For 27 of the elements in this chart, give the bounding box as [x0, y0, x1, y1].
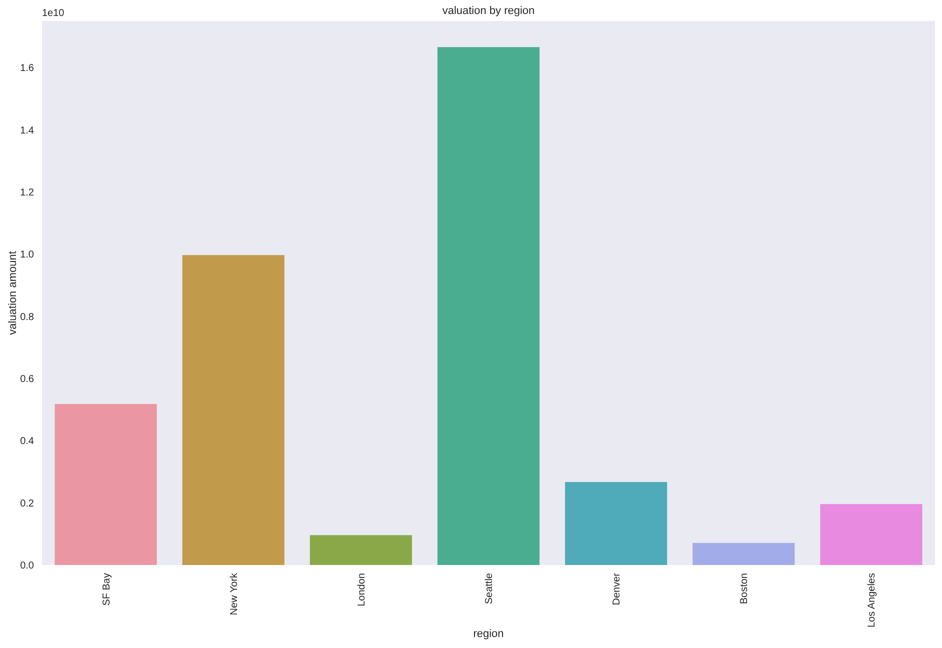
x-tick-label: Boston [739, 573, 750, 604]
bar [182, 255, 284, 565]
x-tick-label: Los Angeles [866, 573, 878, 628]
x-tick-label: Denver [612, 572, 623, 606]
x-tick-label: SF Bay [101, 573, 112, 606]
chart-title: valuation by region [442, 5, 535, 17]
y-tick-label: 1.4 [20, 125, 34, 136]
y-tick-label: 0.6 [20, 374, 34, 385]
x-tick-label: London [356, 573, 368, 606]
y-tick-label: 1.6 [20, 63, 34, 74]
x-tick-label: New York [228, 572, 240, 616]
y-tick-label: 0.4 [20, 436, 34, 448]
y-axis-title: valuation amount [6, 251, 19, 335]
x-tick-label: Seattle [484, 572, 495, 604]
bar [820, 504, 922, 565]
bar [310, 535, 412, 565]
bar [692, 542, 795, 565]
y-tick-label: 0.8 [20, 312, 34, 323]
y-tick-label: 0.0 [20, 560, 34, 572]
y-tick-label: 1.0 [20, 250, 34, 261]
y-tick-label: 0.2 [20, 498, 34, 510]
bar [54, 404, 157, 565]
bar [437, 47, 540, 565]
bar [565, 482, 668, 565]
y-tick-label: 1.2 [20, 187, 34, 198]
text: 1e10 [42, 8, 65, 19]
x-axis-title: region [473, 628, 504, 640]
